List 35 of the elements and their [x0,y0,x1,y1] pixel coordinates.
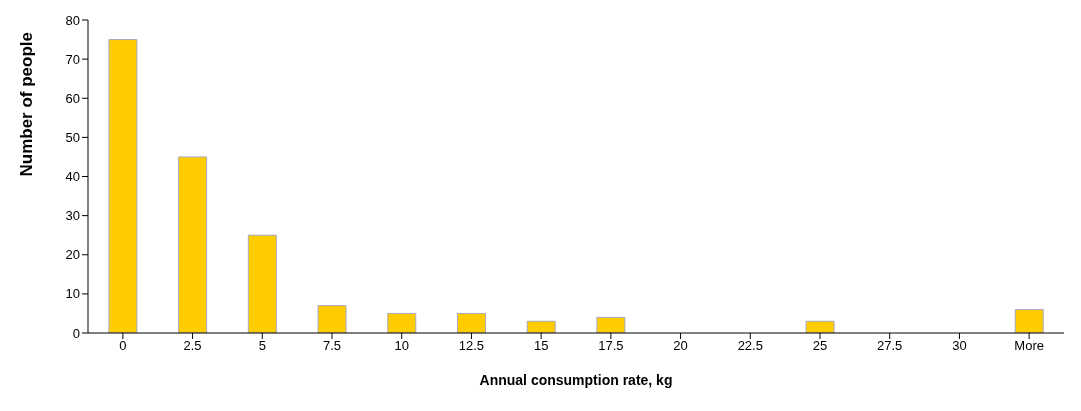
x-axis-title: Annual consumption rate, kg [479,372,673,388]
bar [456,312,486,333]
x-tick-label: 22.5 [737,338,763,354]
y-tick-label: 40 [65,169,80,185]
bar [387,312,417,333]
y-tick-label: 20 [65,247,80,263]
x-tick-label: 27.5 [877,338,903,354]
bar [247,234,277,333]
y-tick-label: 10 [65,286,80,302]
x-tick-label: 5 [258,338,266,354]
bar [108,39,138,333]
bar [1014,309,1044,333]
y-tick-label: 30 [65,208,80,224]
y-tick-label: 50 [65,129,80,145]
x-tick-label: 10 [394,338,409,354]
bar [805,320,835,333]
x-tick-label: 30 [952,338,967,354]
x-tick-label: More [1014,338,1044,354]
bar [178,156,208,333]
bar [317,305,347,333]
x-tick-label: 15 [533,338,549,354]
x-tick-label: 2.5 [183,338,202,354]
y-axis-title: Number of people [17,31,37,177]
x-tick-label: 12.5 [458,338,485,354]
x-tick-label: 0 [119,338,127,354]
y-tick-label: 80 [65,12,80,28]
y-tick-label: 70 [65,51,80,67]
x-tick-label: 25 [812,338,828,354]
y-tick-label: 60 [65,90,80,106]
x-tick-label: 20 [673,338,688,354]
bar [596,316,626,333]
bar [526,320,556,333]
x-tick-label: 7.5 [322,338,342,354]
x-tick-label: 17.5 [598,338,624,354]
y-tick-label: 0 [72,325,80,341]
